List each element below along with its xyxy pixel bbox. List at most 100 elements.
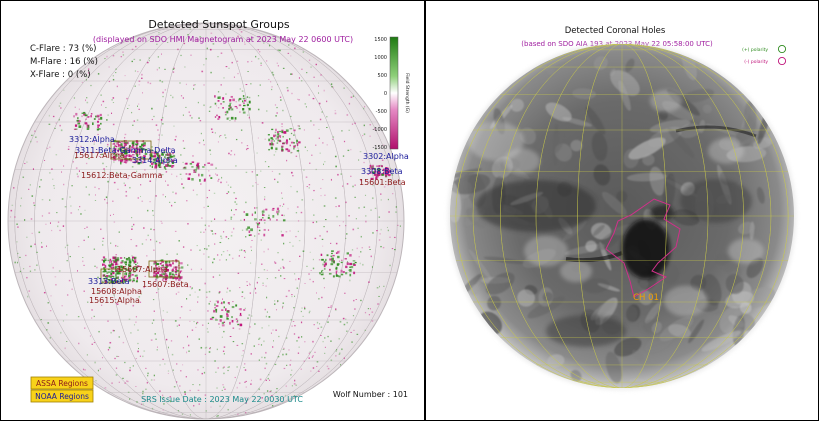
field-speckle xyxy=(176,325,179,327)
field-concentration xyxy=(114,158,117,161)
field-speckle xyxy=(130,238,132,241)
srs-issue-date: SRS Issue Date : 2023 May 22 0030 UTC xyxy=(141,395,303,404)
field-speckle xyxy=(369,155,371,157)
field-speckle xyxy=(208,225,210,227)
field-speckle xyxy=(236,366,238,368)
field-speckle xyxy=(208,245,210,247)
field-speckle xyxy=(276,112,278,114)
field-speckle xyxy=(230,150,233,152)
field-speckle xyxy=(351,249,354,251)
field-concentration xyxy=(164,270,168,272)
field-speckle xyxy=(235,138,238,141)
field-speckle xyxy=(204,353,206,355)
field-concentration xyxy=(153,274,156,277)
field-concentration xyxy=(332,275,335,278)
field-concentration xyxy=(235,318,238,320)
field-speckle xyxy=(134,85,136,87)
field-concentration xyxy=(159,271,161,273)
field-speckle xyxy=(243,297,246,299)
field-concentration xyxy=(138,159,142,161)
field-concentration xyxy=(171,270,174,273)
field-speckle xyxy=(283,242,285,245)
field-speckle xyxy=(244,256,246,258)
field-speckle xyxy=(88,193,90,196)
field-concentration xyxy=(230,108,234,111)
field-concentration xyxy=(169,154,171,156)
field-speckle xyxy=(140,195,141,198)
field-concentration xyxy=(377,169,380,173)
field-concentration xyxy=(382,172,385,175)
field-speckle xyxy=(208,351,211,353)
field-concentration xyxy=(248,107,251,111)
field-speckle xyxy=(175,381,178,383)
field-concentration xyxy=(378,165,381,167)
field-speckle xyxy=(107,180,109,183)
field-speckle xyxy=(268,374,270,376)
field-speckle xyxy=(308,187,310,189)
field-speckle xyxy=(319,152,321,154)
field-speckle xyxy=(141,403,143,405)
field-speckle xyxy=(238,255,240,257)
field-concentration xyxy=(187,177,191,180)
field-speckle xyxy=(190,249,192,251)
coronal-loop xyxy=(483,256,524,265)
field-speckle xyxy=(219,135,221,138)
field-concentration xyxy=(103,274,106,277)
field-speckle xyxy=(214,132,216,134)
field-speckle xyxy=(188,111,190,113)
bright-active-region xyxy=(664,285,708,317)
field-speckle xyxy=(308,94,310,96)
field-speckle xyxy=(46,329,48,331)
field-speckle xyxy=(304,307,306,310)
field-speckle xyxy=(159,364,161,366)
field-concentration xyxy=(276,210,279,214)
field-speckle xyxy=(118,336,120,338)
field-concentration xyxy=(184,166,187,170)
field-concentration xyxy=(161,152,163,155)
field-concentration xyxy=(120,159,123,163)
field-concentration xyxy=(160,273,164,276)
field-speckle xyxy=(286,87,289,89)
field-speckle xyxy=(208,110,211,112)
field-speckle xyxy=(380,193,382,196)
field-speckle xyxy=(85,186,87,188)
field-concentration xyxy=(276,219,278,221)
field-concentration xyxy=(113,149,116,153)
field-concentration xyxy=(271,209,275,211)
field-speckle xyxy=(186,298,188,300)
field-speckle xyxy=(216,387,218,389)
field-speckle xyxy=(164,363,166,365)
field-speckle xyxy=(204,347,206,349)
field-speckle xyxy=(172,96,174,99)
grid-meridian-line xyxy=(535,44,709,388)
field-speckle xyxy=(222,298,224,300)
region-box-3313 xyxy=(100,268,124,284)
field-speckle xyxy=(264,161,267,163)
field-speckle xyxy=(198,289,201,291)
field-speckle xyxy=(93,248,96,250)
field-speckle xyxy=(88,157,90,160)
field-concentration xyxy=(161,265,164,267)
field-speckle xyxy=(318,85,319,87)
field-concentration xyxy=(283,131,287,134)
field-speckle xyxy=(223,330,225,333)
field-speckle xyxy=(317,327,319,329)
field-concentration xyxy=(135,280,138,283)
field-speckle xyxy=(338,250,341,252)
field-speckle xyxy=(274,131,277,134)
field-concentration xyxy=(271,138,274,141)
field-speckle xyxy=(308,357,310,359)
field-speckle xyxy=(280,275,282,277)
field-speckle xyxy=(389,236,391,238)
field-speckle xyxy=(274,151,277,153)
field-concentration xyxy=(238,104,242,107)
field-speckle xyxy=(386,226,388,228)
field-speckle xyxy=(278,173,281,175)
field-speckle xyxy=(371,311,374,313)
field-speckle xyxy=(284,394,287,397)
coronal-loop xyxy=(756,186,765,204)
field-concentration xyxy=(217,96,220,99)
field-speckle xyxy=(228,117,230,119)
bright-active-region xyxy=(504,148,540,174)
field-speckle xyxy=(259,51,261,53)
